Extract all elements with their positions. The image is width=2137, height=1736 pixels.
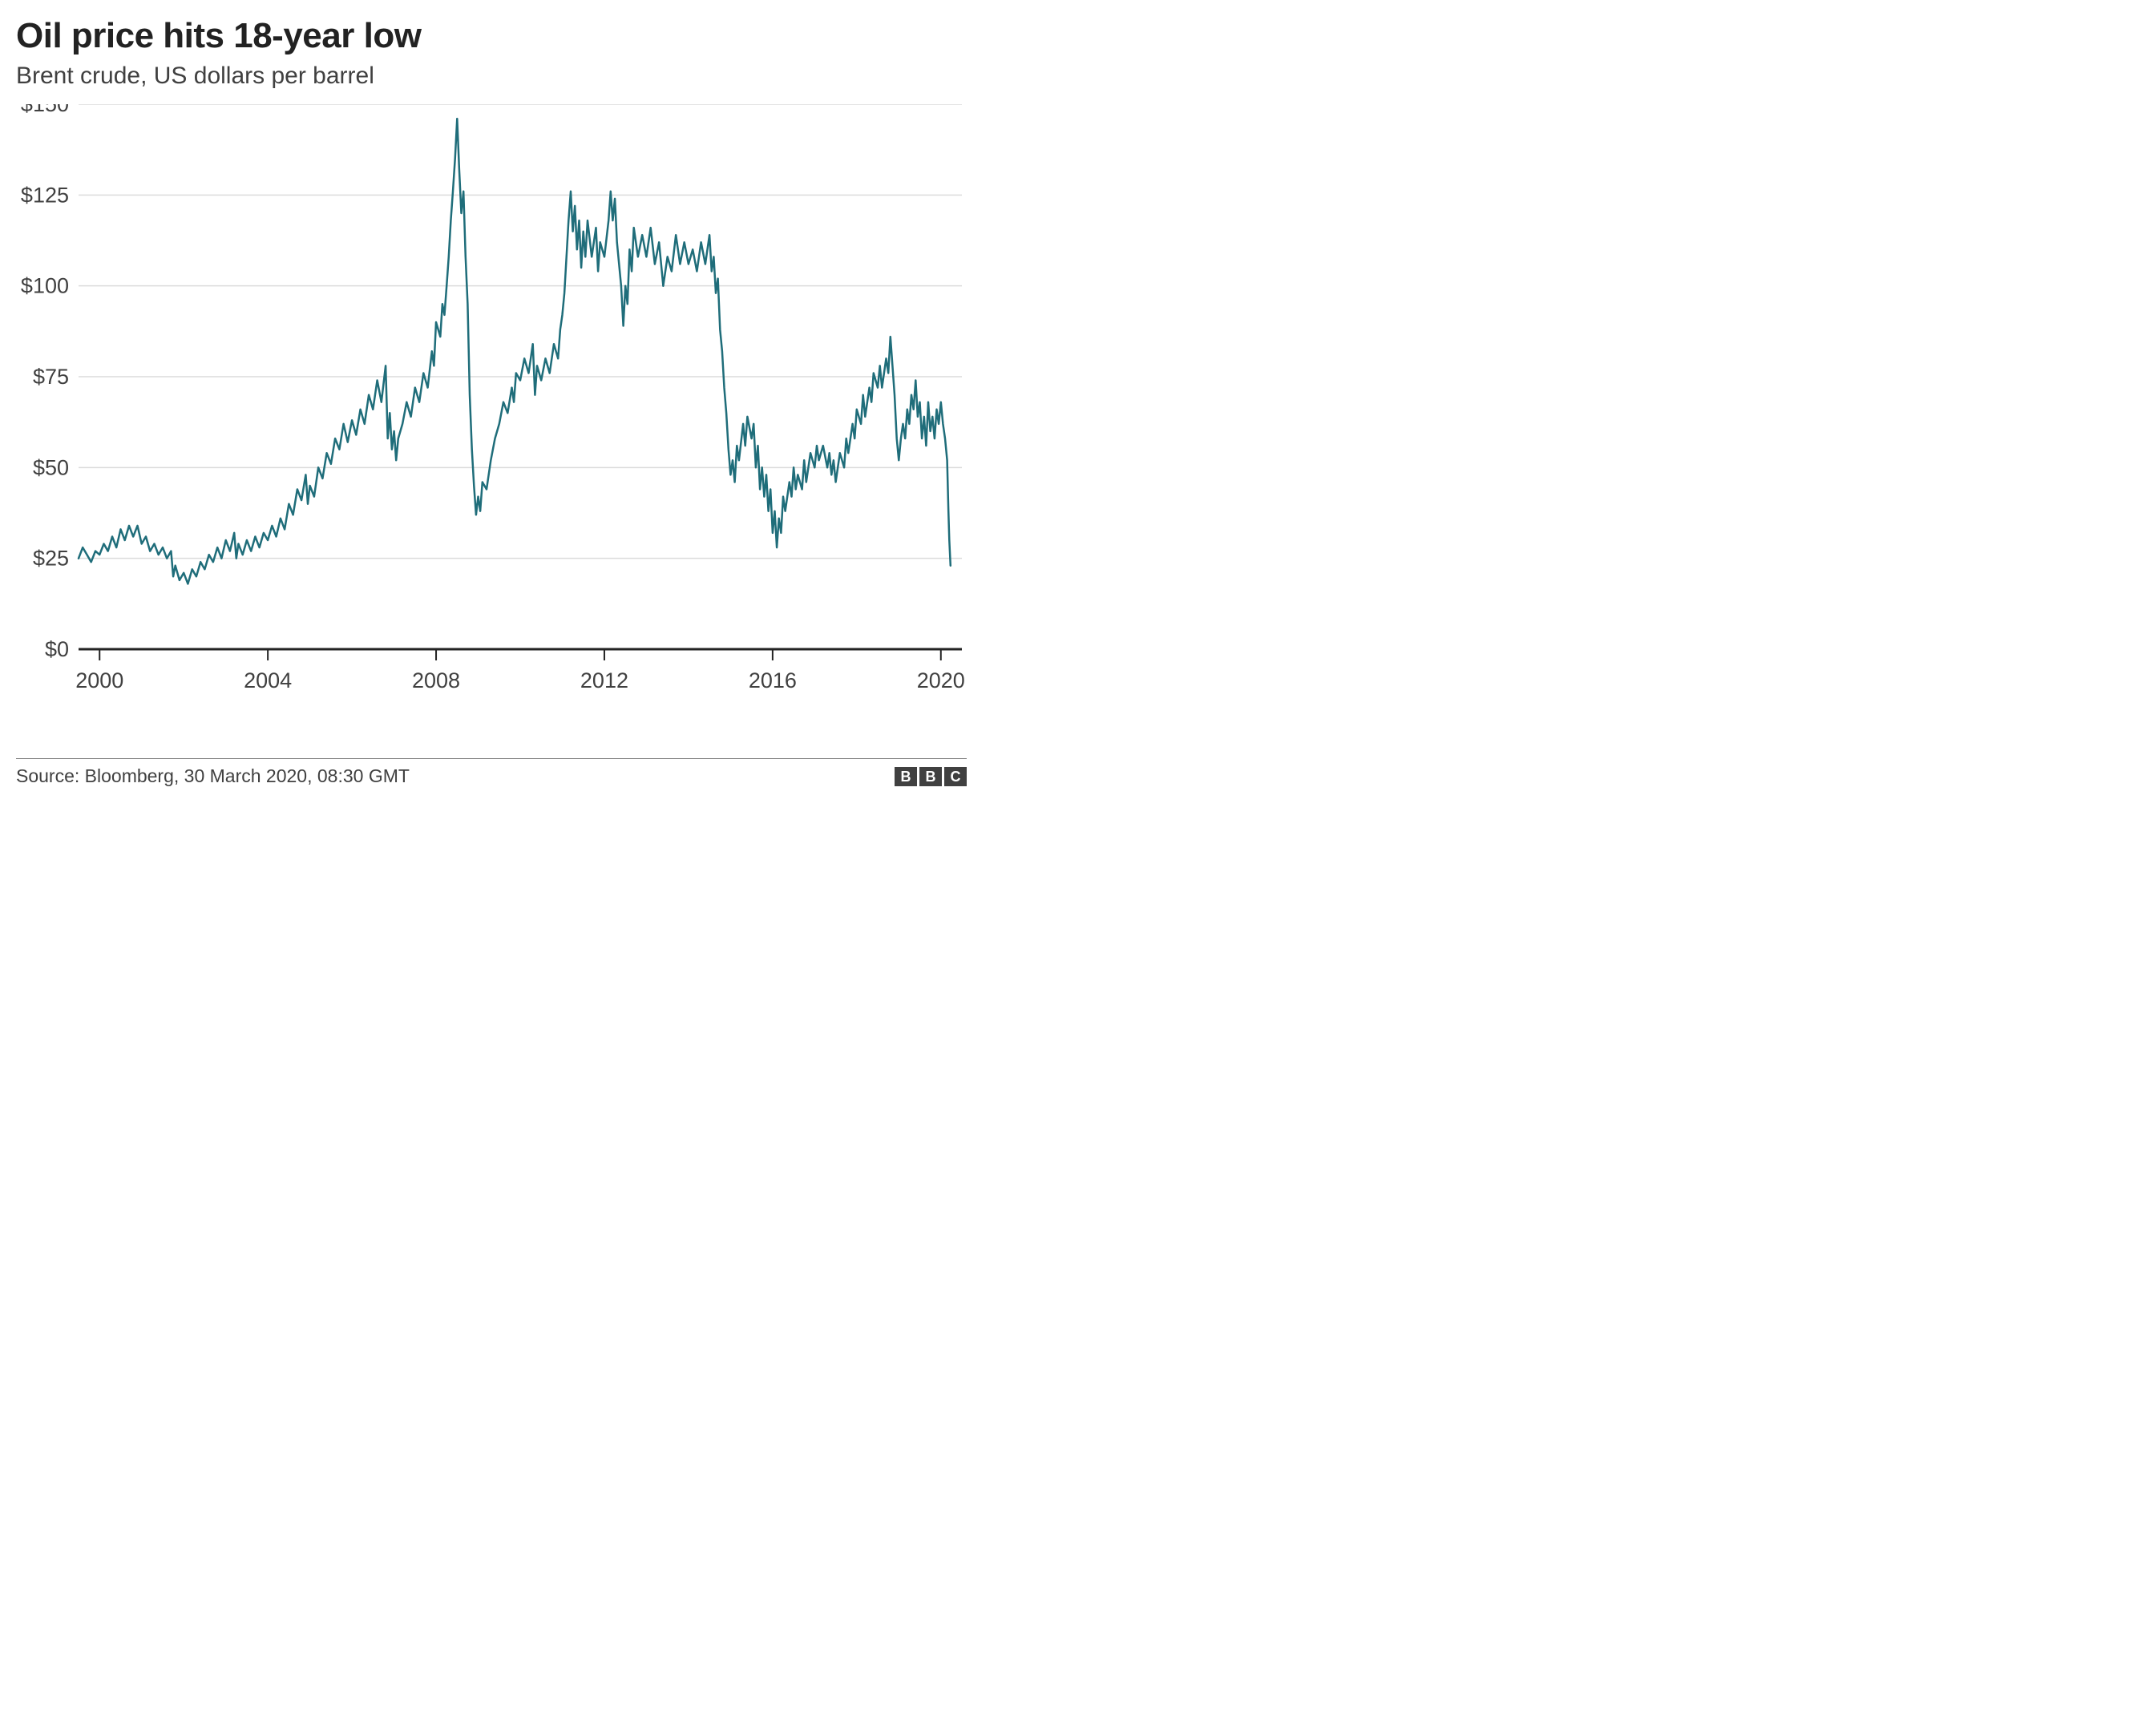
price-line [79,119,951,583]
chart-subtitle: Brent crude, US dollars per barrel [16,63,967,90]
y-tick-label: $100 [21,274,69,298]
bbc-logo: BBC [895,767,967,786]
chart-plot: $0 $25 $50 $75 $100 $125 $150 2000 2004 2008 2012 2… [16,104,967,729]
y-tick-label: $150 [21,104,69,116]
chart-footer: Source: Bloomberg, 30 March 2020, 08:30 … [16,758,967,787]
bbc-logo-letter: C [944,767,967,786]
chart-title: Oil price hits 18-year low [16,16,967,56]
y-tick-label: $25 [33,547,69,571]
x-tick-label: 2016 [749,668,797,692]
y-tick-label: $0 [45,637,69,661]
x-tick-label: 2012 [580,668,628,692]
x-tick-label: 2020 [917,668,965,692]
y-tick-label: $50 [33,455,69,479]
y-tick-label: $75 [33,365,69,389]
chart-container: Oil price hits 18-year low Brent crude, … [0,0,983,798]
x-tick-label: 2004 [244,668,292,692]
y-tick-label: $125 [21,183,69,207]
x-tick-label: 2008 [412,668,460,692]
x-tick-label: 2000 [75,668,123,692]
source-text: Source: Bloomberg, 30 March 2020, 08:30 … [16,765,410,787]
chart-svg: $0 $25 $50 $75 $100 $125 $150 2000 2004 2008 2012 2… [16,104,967,729]
bbc-logo-letter: B [895,767,917,786]
bbc-logo-letter: B [919,767,942,786]
